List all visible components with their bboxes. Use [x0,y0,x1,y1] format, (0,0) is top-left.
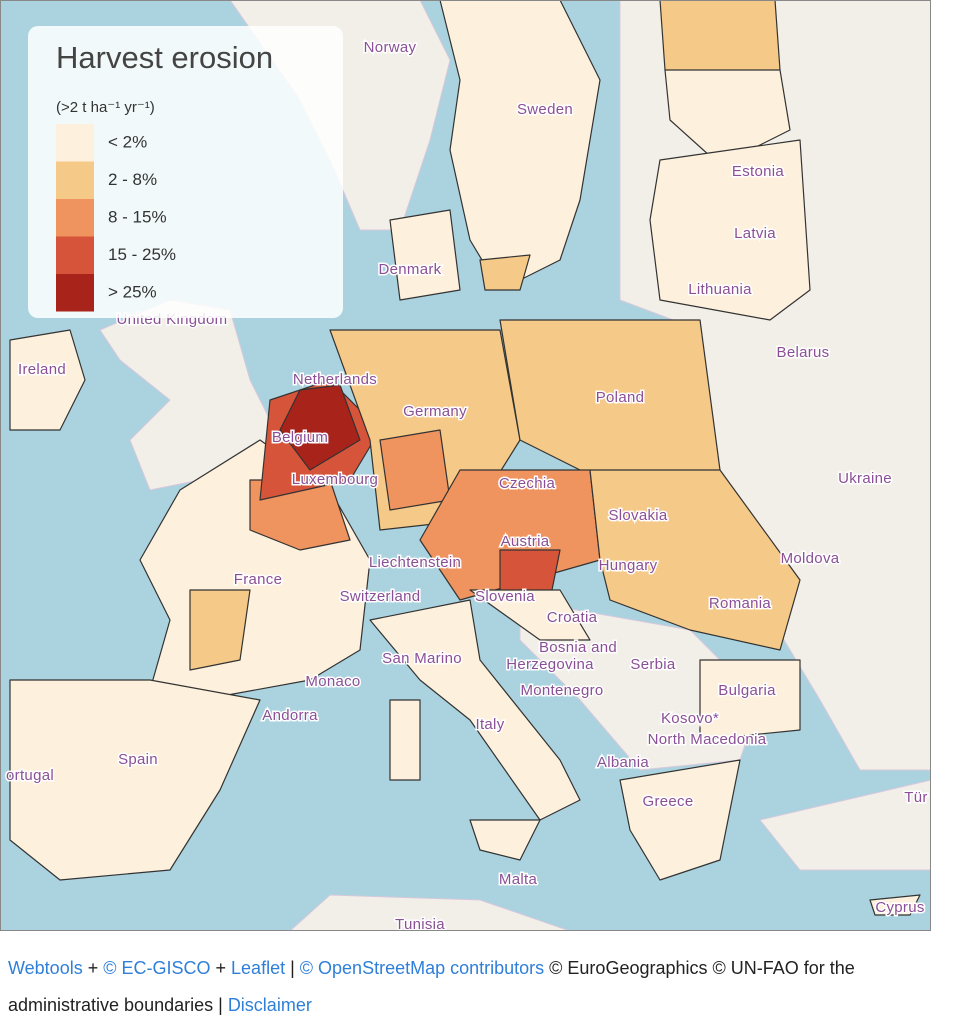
land [759,779,931,871]
region [369,599,581,821]
land [289,894,571,931]
place-label: ortugal [6,767,54,784]
attribution-text: + [87,958,99,978]
place-label: Luxembourg [292,471,378,488]
place-label: Switzerland [340,588,421,605]
place-label: Denmark [379,261,442,278]
place-label: Malta [499,871,538,888]
place-label: Austria [501,533,550,550]
attribution-text: + [215,958,227,978]
place-label: Belgium [272,429,328,446]
region [279,384,361,471]
region [619,759,741,881]
region [379,429,451,511]
place-label: Herzegovina [506,656,594,673]
place-label: Germany [403,403,467,420]
region [389,209,461,301]
place-label: Sweden [517,101,573,118]
place-label: Romania [709,595,771,612]
attribution-link[interactable]: © EC-GISCO [103,958,211,978]
place-label: Montenegro [520,682,603,699]
region [389,699,421,781]
place-label: Netherlands [293,371,377,388]
region [659,0,781,81]
region [439,0,601,291]
region [479,254,531,291]
place-label: San Marino [382,650,462,667]
place-label: Spain [118,751,158,768]
place-label: Bulgaria [718,682,776,699]
legend-box [28,26,343,318]
legend-label: 15 - 25% [108,245,176,264]
place-label: Kosovo* [661,710,719,727]
region [469,819,541,861]
place-label: Liechtenstein [369,554,461,571]
legend-swatch [56,236,94,274]
region [9,679,261,881]
legend-label: > 25% [108,282,157,301]
place-label: Bosnia and [539,639,617,656]
attribution-link[interactable]: © OpenStreetMap contributors [299,958,545,978]
place-label: Slovakia [608,507,667,524]
place-labels: Norway Sweden Estonia Latvia Denmark Lithuani… [5,37,929,931]
legend: Harvest erosion (>2 t ha⁻¹ yr⁻¹) < 2% 2 -… [28,26,343,318]
legend-swatch [56,274,94,312]
place-label: Czechia [499,475,556,492]
place-label: Estonia [732,163,784,180]
region [649,139,811,321]
place-label: Latvia [734,225,776,242]
legend-unit: (>2 t ha⁻¹ yr⁻¹) [56,99,155,116]
place-label: Italy [475,716,504,733]
region [869,894,921,916]
legend-label: 2 - 8% [108,170,157,189]
region [9,329,86,431]
legend-swatch [56,124,94,162]
legend-swatch [56,161,94,199]
attribution: Webtools + © EC-GISCO + Leaflet | © OpenStreet… [8,950,953,1024]
legend-title: Harvest erosion [56,40,273,75]
place-label: Norway [364,39,417,56]
region [699,659,801,741]
attribution-text: | [218,995,223,1015]
legend-label: < 2% [108,132,147,151]
place-label: Tunisia [395,916,445,931]
place-label: Albania [597,754,649,771]
map-border [0,0,931,931]
place-label: Moldova [781,550,840,567]
place-label: North Macedonia [648,731,767,748]
place-label: Slovenia [475,588,535,605]
place-label: Hungary [599,557,658,574]
region [189,589,251,671]
region [589,469,801,651]
attribution-link[interactable]: Leaflet [231,958,286,978]
place-label: Lithuania [688,281,752,298]
attribution-link[interactable]: Disclaimer [227,995,312,1015]
attribution-text: | [290,958,295,978]
place-label: Cyprus [875,899,924,916]
region [469,589,591,641]
attribution-link[interactable]: Webtools [8,958,83,978]
place-label: Monaco [305,673,360,690]
place-label: Croatia [547,609,598,626]
place-label: Belarus [777,344,830,361]
place-label: Tür [904,789,927,806]
place-label: Ukraine [838,470,892,487]
place-label: Greece [643,793,694,810]
map: Norway Sweden Estonia Latvia Denmark Lithuani… [0,0,931,931]
place-label: Poland [596,389,645,406]
legend-swatch [56,199,94,237]
legend-label: 8 - 15% [108,207,167,226]
place-label: Serbia [630,656,676,673]
place-label: France [234,571,283,588]
attribution-text: © EuroGeographics © UN-FAO for the admin… [8,958,855,1015]
place-label: Ireland [18,361,66,378]
place-label: Andorra [262,707,318,724]
